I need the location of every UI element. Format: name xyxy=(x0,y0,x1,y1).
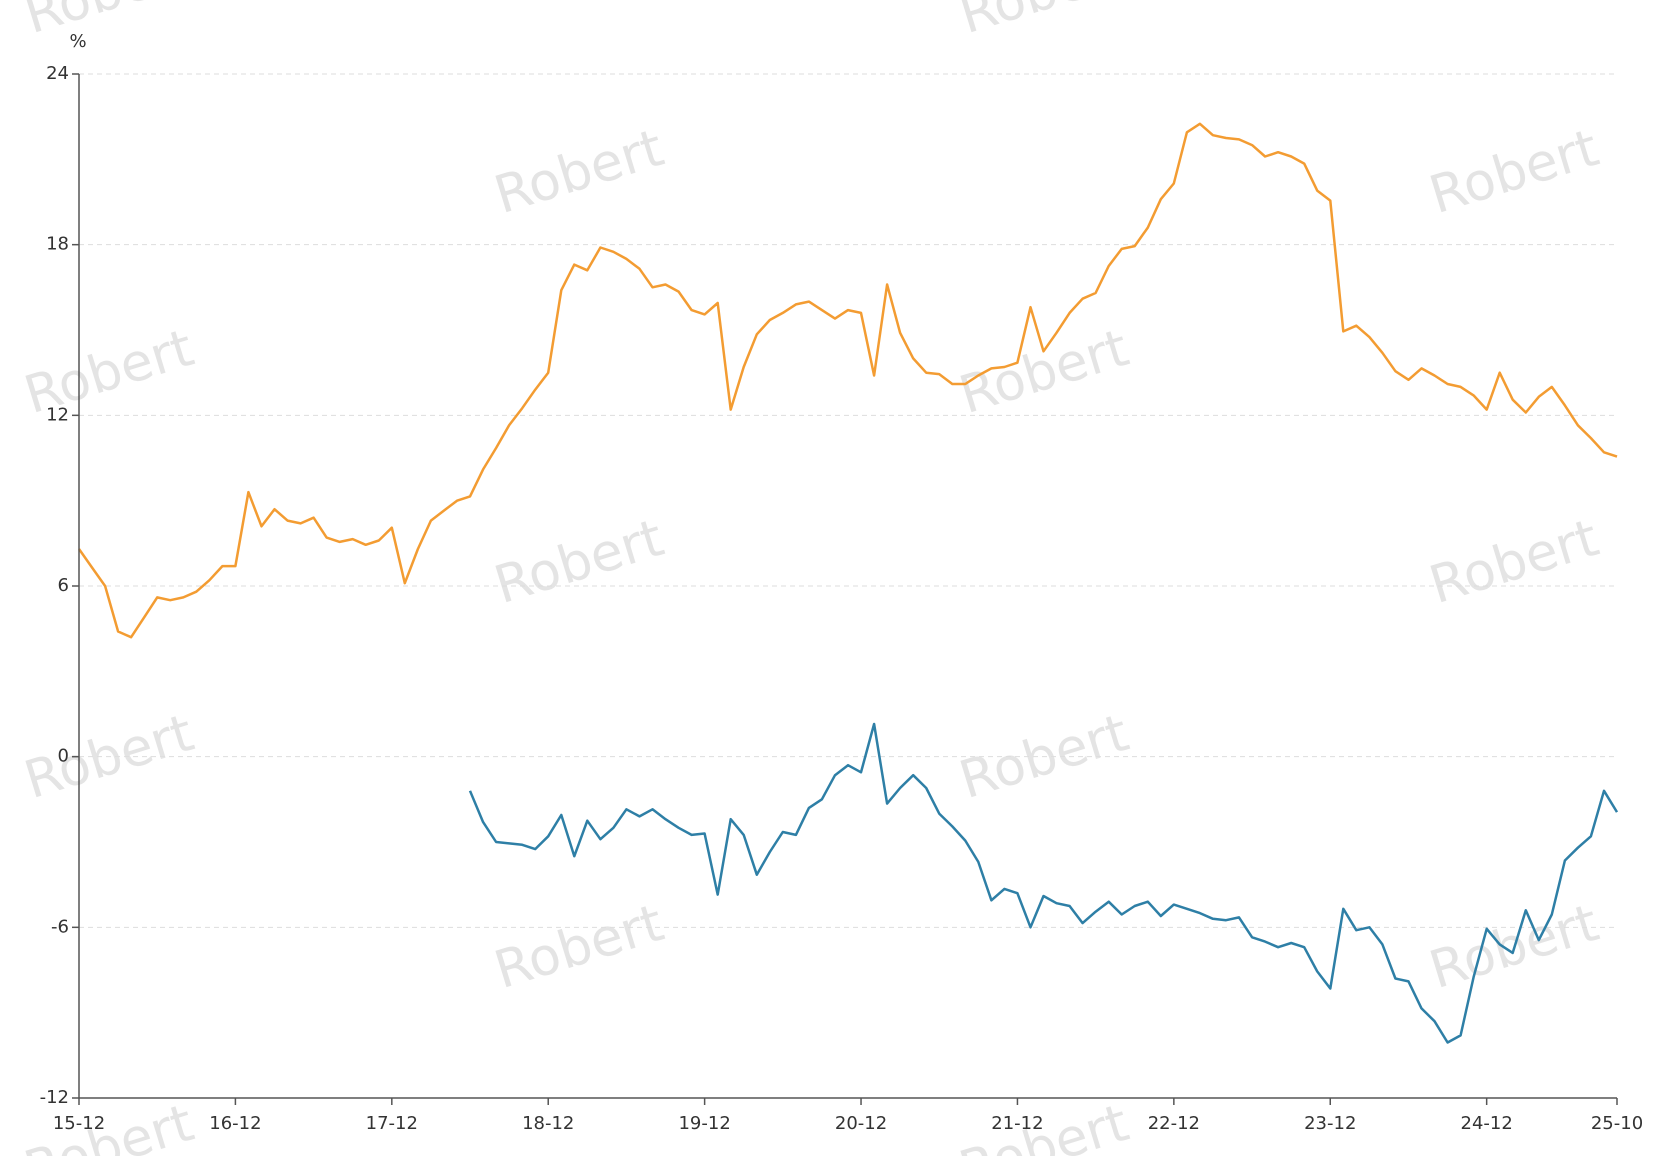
series-line xyxy=(468,722,1619,1044)
axes: -12 -6 0 6 12 18 24 15-12 16-12 17-12 18-12 19-12 20… xyxy=(40,63,1644,1134)
y-tick-label: 18 xyxy=(46,234,69,255)
x-tick-label: 20-12 xyxy=(835,1113,887,1134)
y-tick-label: 24 xyxy=(46,63,69,84)
watermark: Robert xyxy=(488,508,670,616)
y-tick-label: 6 xyxy=(58,575,69,596)
watermark: Robert xyxy=(18,0,200,46)
grid xyxy=(79,73,1617,1099)
lines xyxy=(77,122,1619,1044)
series-line xyxy=(77,122,1618,639)
watermark: Robert xyxy=(488,118,670,226)
x-tick-label: 23-12 xyxy=(1304,1113,1356,1134)
y-tick-label: -12 xyxy=(40,1087,69,1108)
x-tick-label: 22-12 xyxy=(1148,1113,1200,1134)
x-tick-label: 24-12 xyxy=(1461,1113,1513,1134)
x-tick-label: 25-10 xyxy=(1591,1113,1643,1134)
y-tick-label: 0 xyxy=(58,746,69,767)
watermark: Robert xyxy=(953,0,1135,46)
x-tick-label: 19-12 xyxy=(678,1113,730,1134)
watermarks: Robert Robert Robert Robert Robert Robert Robe… xyxy=(18,0,1605,1156)
x-tick-label: 17-12 xyxy=(366,1113,418,1134)
watermark: Robert xyxy=(1423,508,1605,616)
y-axis-unit: % xyxy=(69,31,86,52)
y-tick-label: 12 xyxy=(46,404,69,425)
watermark: Robert xyxy=(953,1093,1135,1156)
watermark: Robert xyxy=(953,318,1135,426)
y-tick-label: -6 xyxy=(51,916,69,937)
x-tick-label: 21-12 xyxy=(991,1113,1043,1134)
x-tick-label: 18-12 xyxy=(522,1113,574,1134)
watermark: Robert xyxy=(1423,118,1605,226)
watermark: Robert xyxy=(488,893,670,1001)
x-tick-label: 16-12 xyxy=(209,1113,261,1134)
x-tick-label: 15-12 xyxy=(53,1113,105,1134)
